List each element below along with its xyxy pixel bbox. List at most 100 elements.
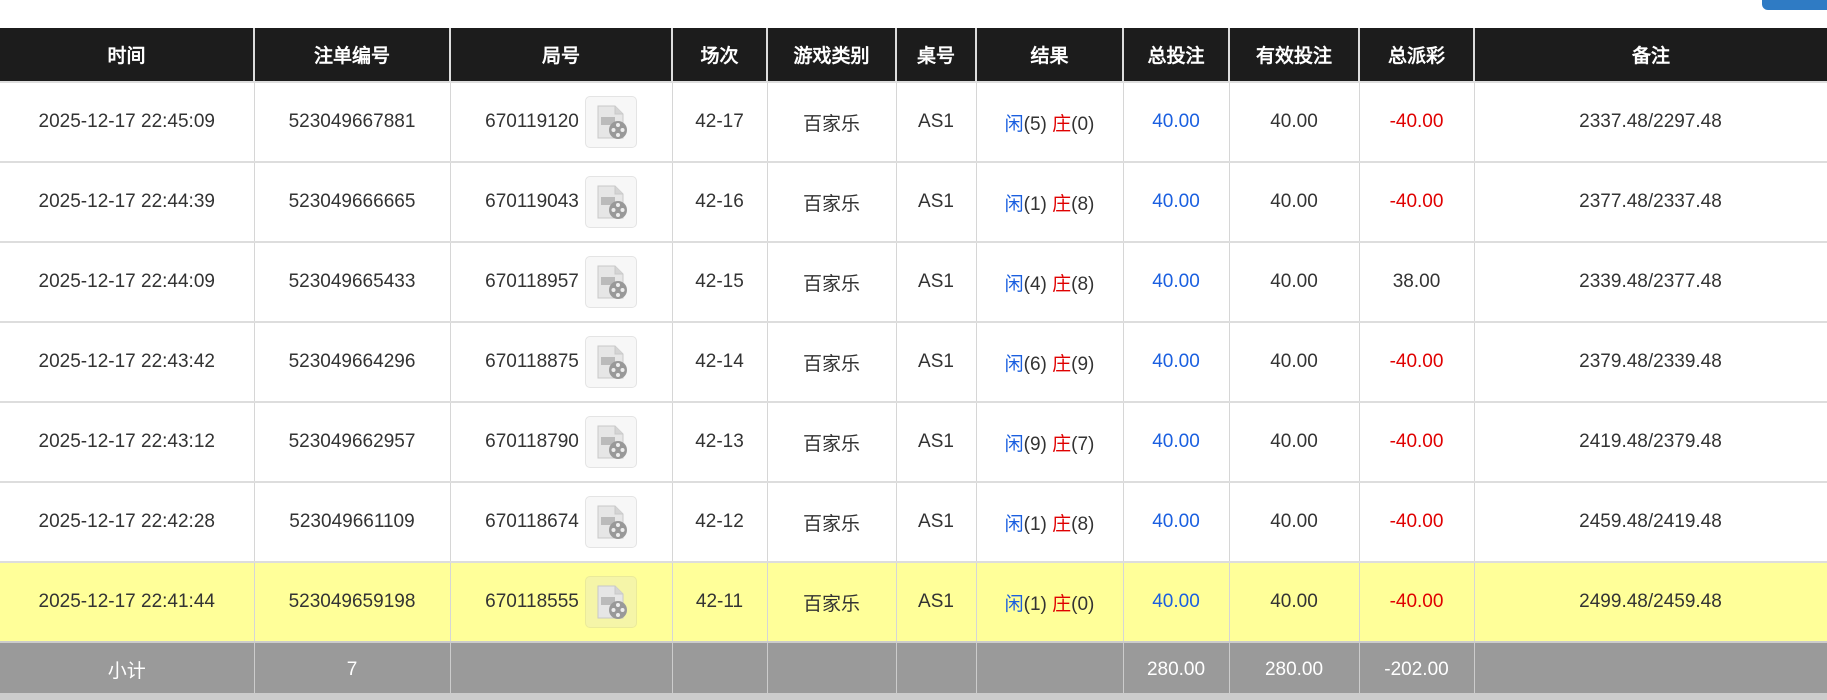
round-number: 670119120 [485, 111, 579, 133]
game-type-cell: 百家乐 [766, 561, 897, 643]
video-replay-icon[interactable] [584, 96, 637, 148]
time-cell: 2025-12-17 22:45:09 [0, 81, 255, 163]
payout-cell: 38.00 [1358, 241, 1475, 323]
player-score: (5) [1023, 113, 1047, 135]
payout-cell: -40.00 [1358, 321, 1475, 403]
note-cell: 2339.48/2377.48 [1473, 241, 1827, 323]
result-cell: 闲(1) 庄(8) [975, 161, 1124, 243]
session-cell: 42-11 [671, 561, 768, 643]
banker-score: (0) [1071, 113, 1095, 135]
column-header: 桌号 [895, 28, 976, 82]
valid-bet-cell: 40.00 [1228, 401, 1360, 483]
session-cell: 42-12 [671, 481, 768, 563]
video-replay-icon[interactable] [584, 336, 637, 388]
table-row: 2025-12-17 22:42:28 523049661109 6701186… [0, 481, 1827, 563]
total-bet-cell: 40.00 [1122, 81, 1230, 163]
column-header: 注单编号 [253, 28, 450, 82]
round-cell: 670118790 [449, 401, 673, 483]
result-cell: 闲(9) 庄(7) [975, 401, 1124, 483]
table-row: 2025-12-17 22:43:42 523049664296 6701188… [0, 321, 1827, 403]
bet-id-cell: 523049659198 [253, 561, 451, 643]
note-cell: 2337.48/2297.48 [1473, 81, 1827, 163]
player-score: (1) [1023, 593, 1047, 615]
player-label: 闲 [1004, 193, 1024, 215]
banker-label: 庄 [1052, 513, 1072, 535]
result-cell: 闲(5) 庄(0) [975, 81, 1124, 163]
session-cell: 42-15 [671, 241, 768, 323]
time-cell: 2025-12-17 22:42:28 [0, 481, 255, 563]
round-number: 670119043 [485, 191, 579, 213]
column-header: 结果 [975, 28, 1123, 82]
table-id-cell: AS1 [895, 241, 977, 323]
subtotal-row: 小计 7 280.00 280.00 -202.00 [0, 641, 1827, 698]
note-cell: 2377.48/2337.48 [1473, 161, 1827, 243]
valid-bet-cell: 40.00 [1228, 481, 1360, 563]
banker-label: 庄 [1052, 273, 1072, 295]
table-id-cell: AS1 [895, 561, 977, 643]
table-row: 2025-12-17 22:44:39 523049666665 6701190… [0, 161, 1827, 243]
time-cell: 2025-12-17 22:44:39 [0, 161, 255, 243]
game-type-cell: 百家乐 [766, 161, 897, 243]
bet-records-table: 时间 注单编号 局号 场次 游戏类别 桌号 结果 总投注 有效投注 总派彩 备注 2025-12-1… [0, 28, 1827, 698]
column-header: 总投注 [1122, 28, 1229, 82]
column-header: 总派彩 [1358, 28, 1474, 82]
subtotal-count: 7 [253, 641, 451, 698]
player-score: (6) [1023, 353, 1047, 375]
table-id-cell: AS1 [895, 401, 977, 483]
subtotal-label: 小计 [0, 641, 255, 698]
player-score: (4) [1023, 273, 1047, 295]
game-type-cell: 百家乐 [766, 401, 897, 483]
round-cell: 670119120 [449, 81, 673, 163]
video-replay-icon[interactable] [584, 176, 637, 228]
player-label: 闲 [1004, 593, 1024, 615]
payout-cell: -40.00 [1358, 401, 1475, 483]
total-bet-cell: 40.00 [1122, 321, 1230, 403]
round-cell: 670119043 [449, 161, 673, 243]
time-cell: 2025-12-17 22:44:09 [0, 241, 255, 323]
video-replay-icon[interactable] [584, 416, 637, 468]
player-score: (9) [1023, 433, 1047, 455]
round-number: 670118957 [485, 271, 579, 293]
result-cell: 闲(1) 庄(8) [975, 481, 1124, 563]
table-row: 2025-12-17 22:41:44 523049659198 6701185… [0, 561, 1827, 643]
total-bet-cell: 40.00 [1122, 161, 1230, 243]
payout-cell: -40.00 [1358, 161, 1475, 243]
banker-score: (0) [1071, 593, 1095, 615]
note-cell: 2379.48/2339.48 [1473, 321, 1827, 403]
session-cell: 42-17 [671, 81, 768, 163]
total-bet-cell: 40.00 [1122, 481, 1230, 563]
game-type-cell: 百家乐 [766, 81, 897, 163]
note-cell: 2459.48/2419.48 [1473, 481, 1827, 563]
bet-id-cell: 523049666665 [253, 161, 451, 243]
banker-score: (8) [1071, 513, 1095, 535]
round-number: 670118555 [485, 591, 579, 613]
total-bet-cell: 40.00 [1122, 241, 1230, 323]
player-label: 闲 [1004, 513, 1024, 535]
banker-score: (9) [1071, 353, 1095, 375]
player-score: (1) [1023, 193, 1047, 215]
column-header: 游戏类别 [766, 28, 896, 82]
video-replay-icon[interactable] [584, 576, 637, 628]
valid-bet-cell: 40.00 [1228, 241, 1360, 323]
round-cell: 670118674 [449, 481, 673, 563]
banker-label: 庄 [1052, 113, 1072, 135]
round-cell: 670118555 [449, 561, 673, 643]
banker-score: (8) [1071, 193, 1095, 215]
video-replay-icon[interactable] [584, 496, 637, 548]
player-label: 闲 [1004, 353, 1024, 375]
subtotal-payout: -202.00 [1358, 641, 1475, 698]
game-type-cell: 百家乐 [766, 241, 897, 323]
column-header: 场次 [671, 28, 767, 82]
game-type-cell: 百家乐 [766, 321, 897, 403]
bet-id-cell: 523049665433 [253, 241, 451, 323]
player-score: (1) [1023, 513, 1047, 535]
top-right-button[interactable] [1762, 0, 1827, 10]
bet-id-cell: 523049661109 [253, 481, 451, 563]
note-cell: 2419.48/2379.48 [1473, 401, 1827, 483]
valid-bet-cell: 40.00 [1228, 81, 1360, 163]
time-cell: 2025-12-17 22:43:12 [0, 401, 255, 483]
table-bottom-border [0, 693, 1827, 700]
session-cell: 42-14 [671, 321, 768, 403]
note-cell: 2499.48/2459.48 [1473, 561, 1827, 643]
video-replay-icon[interactable] [584, 256, 637, 308]
